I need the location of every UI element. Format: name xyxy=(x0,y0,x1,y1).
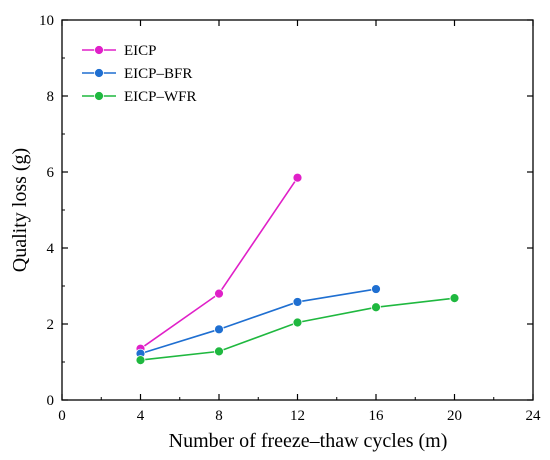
data-point xyxy=(135,355,146,366)
series-layer xyxy=(135,172,460,366)
x-tick-label: 20 xyxy=(447,408,462,424)
y-tick-label: 2 xyxy=(47,317,55,333)
x-tick-label: 24 xyxy=(526,408,542,424)
data-point xyxy=(292,317,303,328)
x-tick-label: 4 xyxy=(137,408,145,424)
legend-label: EICP–WFR xyxy=(124,89,197,105)
data-point xyxy=(214,288,224,299)
legend-marker xyxy=(94,45,104,55)
data-point xyxy=(292,297,303,307)
legend-label: EICP–BFR xyxy=(124,66,192,82)
legend: EICP EICP–BFR EICP–WFR xyxy=(82,43,197,105)
x-tick-label: 0 xyxy=(58,408,66,424)
y-tick-label: 8 xyxy=(47,89,55,105)
legend-marker xyxy=(94,68,104,78)
x-tick-label: 8 xyxy=(215,408,223,424)
y-tick-label: 10 xyxy=(39,13,54,29)
y-tick-label: 6 xyxy=(47,165,55,181)
data-point xyxy=(214,324,224,335)
legend-marker xyxy=(94,91,104,101)
data-point xyxy=(371,302,381,313)
series-line xyxy=(140,288,377,355)
y-tick-label: 4 xyxy=(47,241,55,257)
data-point xyxy=(292,172,303,183)
series-line xyxy=(140,297,455,361)
data-point xyxy=(371,284,381,294)
y-axis-label: Quality loss (g) xyxy=(9,148,31,272)
x-axis-label: Number of freeze–thaw cycles (m) xyxy=(169,430,448,452)
x-tick-label: 12 xyxy=(290,408,305,424)
data-point xyxy=(449,293,460,304)
legend-item: EICP–BFR xyxy=(82,66,192,82)
series-3 xyxy=(135,293,460,366)
series-2 xyxy=(135,284,381,359)
x-tick-label: 16 xyxy=(369,408,385,424)
data-point xyxy=(214,346,224,357)
legend-item: EICP–WFR xyxy=(82,89,197,105)
legend-item: EICP xyxy=(82,43,157,59)
legend-label: EICP xyxy=(124,43,157,59)
series-line xyxy=(140,177,299,350)
y-tick-label: 0 xyxy=(47,393,55,409)
